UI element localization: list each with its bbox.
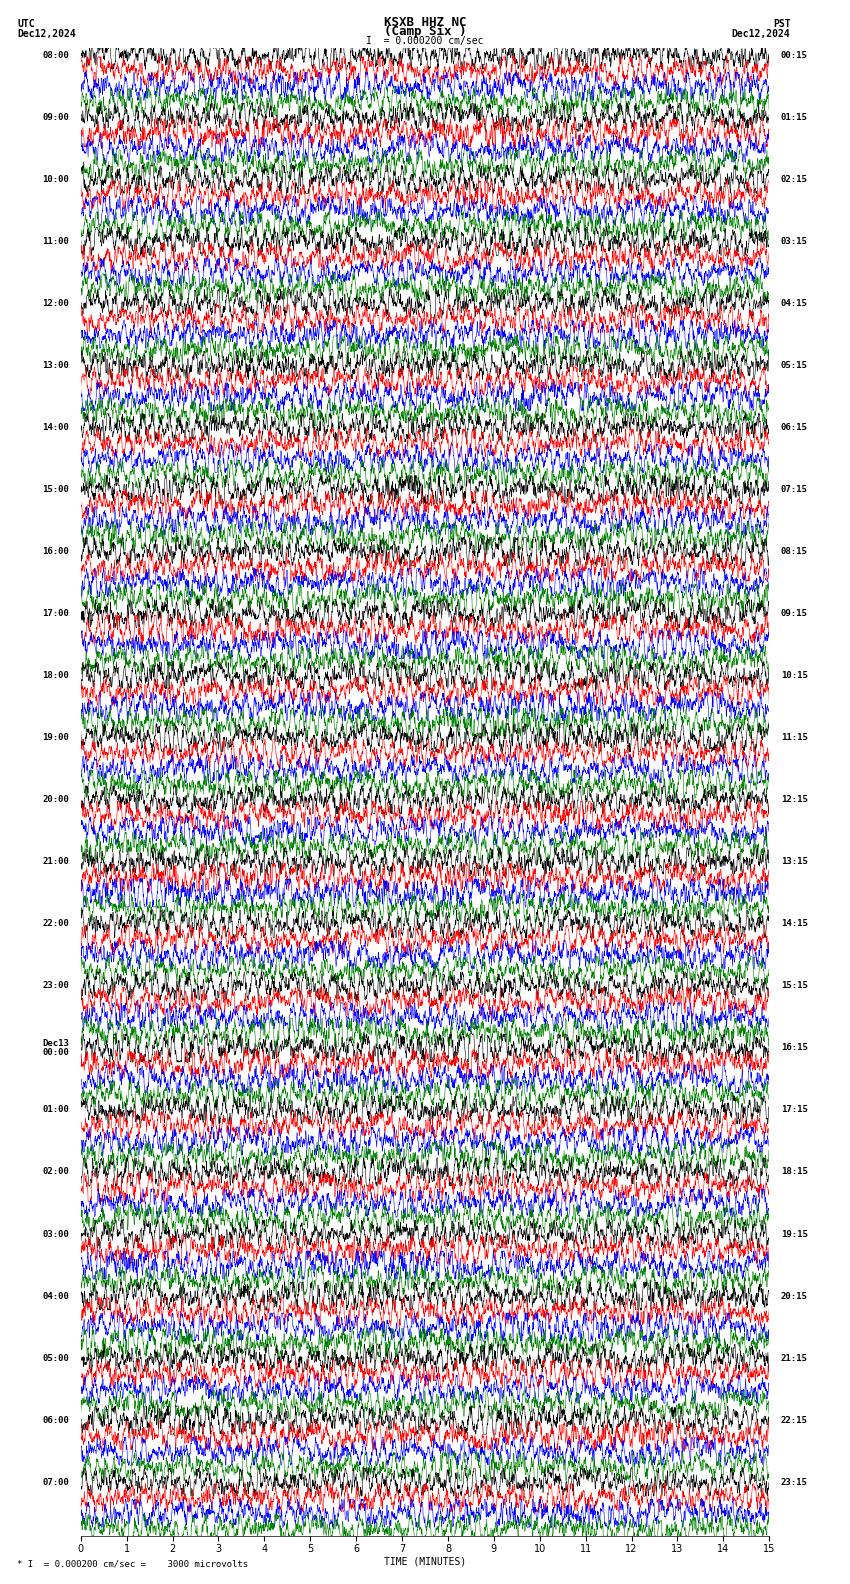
Text: 13:15: 13:15 <box>780 857 808 866</box>
Text: 06:00: 06:00 <box>42 1416 70 1424</box>
Text: 19:00: 19:00 <box>42 733 70 743</box>
Text: 18:15: 18:15 <box>780 1167 808 1177</box>
Text: 01:15: 01:15 <box>780 112 808 122</box>
Text: Dec12,2024: Dec12,2024 <box>732 29 791 38</box>
Text: UTC: UTC <box>17 19 35 29</box>
Text: 01:00: 01:00 <box>42 1106 70 1115</box>
Text: 12:00: 12:00 <box>42 299 70 307</box>
Text: 03:15: 03:15 <box>780 238 808 246</box>
Text: 23:15: 23:15 <box>780 1478 808 1487</box>
Text: 16:00: 16:00 <box>42 546 70 556</box>
Text: 08:15: 08:15 <box>780 546 808 556</box>
Text: 09:15: 09:15 <box>780 610 808 618</box>
X-axis label: TIME (MINUTES): TIME (MINUTES) <box>384 1557 466 1567</box>
Text: 19:15: 19:15 <box>780 1229 808 1239</box>
Text: 02:00: 02:00 <box>42 1167 70 1177</box>
Text: 00:15: 00:15 <box>780 51 808 60</box>
Text: 06:15: 06:15 <box>780 423 808 432</box>
Text: 21:15: 21:15 <box>780 1354 808 1362</box>
Text: KSXB HHZ NC: KSXB HHZ NC <box>383 16 467 29</box>
Text: (Camp Six ): (Camp Six ) <box>383 25 467 38</box>
Text: I  = 0.000200 cm/sec: I = 0.000200 cm/sec <box>366 36 484 46</box>
Text: 20:15: 20:15 <box>780 1291 808 1300</box>
Text: PST: PST <box>773 19 790 29</box>
Text: 23:00: 23:00 <box>42 982 70 990</box>
Text: 07:15: 07:15 <box>780 485 808 494</box>
Text: 10:00: 10:00 <box>42 174 70 184</box>
Text: 15:00: 15:00 <box>42 485 70 494</box>
Text: 05:15: 05:15 <box>780 361 808 371</box>
Text: Dec12,2024: Dec12,2024 <box>17 29 76 38</box>
Text: 04:15: 04:15 <box>780 299 808 307</box>
Text: 11:15: 11:15 <box>780 733 808 743</box>
Text: 07:00: 07:00 <box>42 1478 70 1487</box>
Text: 16:15: 16:15 <box>780 1044 808 1052</box>
Text: Dec13
00:00: Dec13 00:00 <box>42 1039 70 1057</box>
Text: 11:00: 11:00 <box>42 238 70 246</box>
Text: 12:15: 12:15 <box>780 795 808 805</box>
Text: 22:15: 22:15 <box>780 1416 808 1424</box>
Text: 09:00: 09:00 <box>42 112 70 122</box>
Text: 13:00: 13:00 <box>42 361 70 371</box>
Text: 14:00: 14:00 <box>42 423 70 432</box>
Text: 05:00: 05:00 <box>42 1354 70 1362</box>
Text: 22:00: 22:00 <box>42 919 70 928</box>
Text: 17:15: 17:15 <box>780 1106 808 1115</box>
Text: 20:00: 20:00 <box>42 795 70 805</box>
Text: 15:15: 15:15 <box>780 982 808 990</box>
Text: 08:00: 08:00 <box>42 51 70 60</box>
Text: 10:15: 10:15 <box>780 672 808 680</box>
Text: 17:00: 17:00 <box>42 610 70 618</box>
Text: 14:15: 14:15 <box>780 919 808 928</box>
Text: 03:00: 03:00 <box>42 1229 70 1239</box>
Text: 18:00: 18:00 <box>42 672 70 680</box>
Text: * I  = 0.000200 cm/sec =    3000 microvolts: * I = 0.000200 cm/sec = 3000 microvolts <box>17 1559 248 1568</box>
Text: 02:15: 02:15 <box>780 174 808 184</box>
Text: 21:00: 21:00 <box>42 857 70 866</box>
Text: 04:00: 04:00 <box>42 1291 70 1300</box>
